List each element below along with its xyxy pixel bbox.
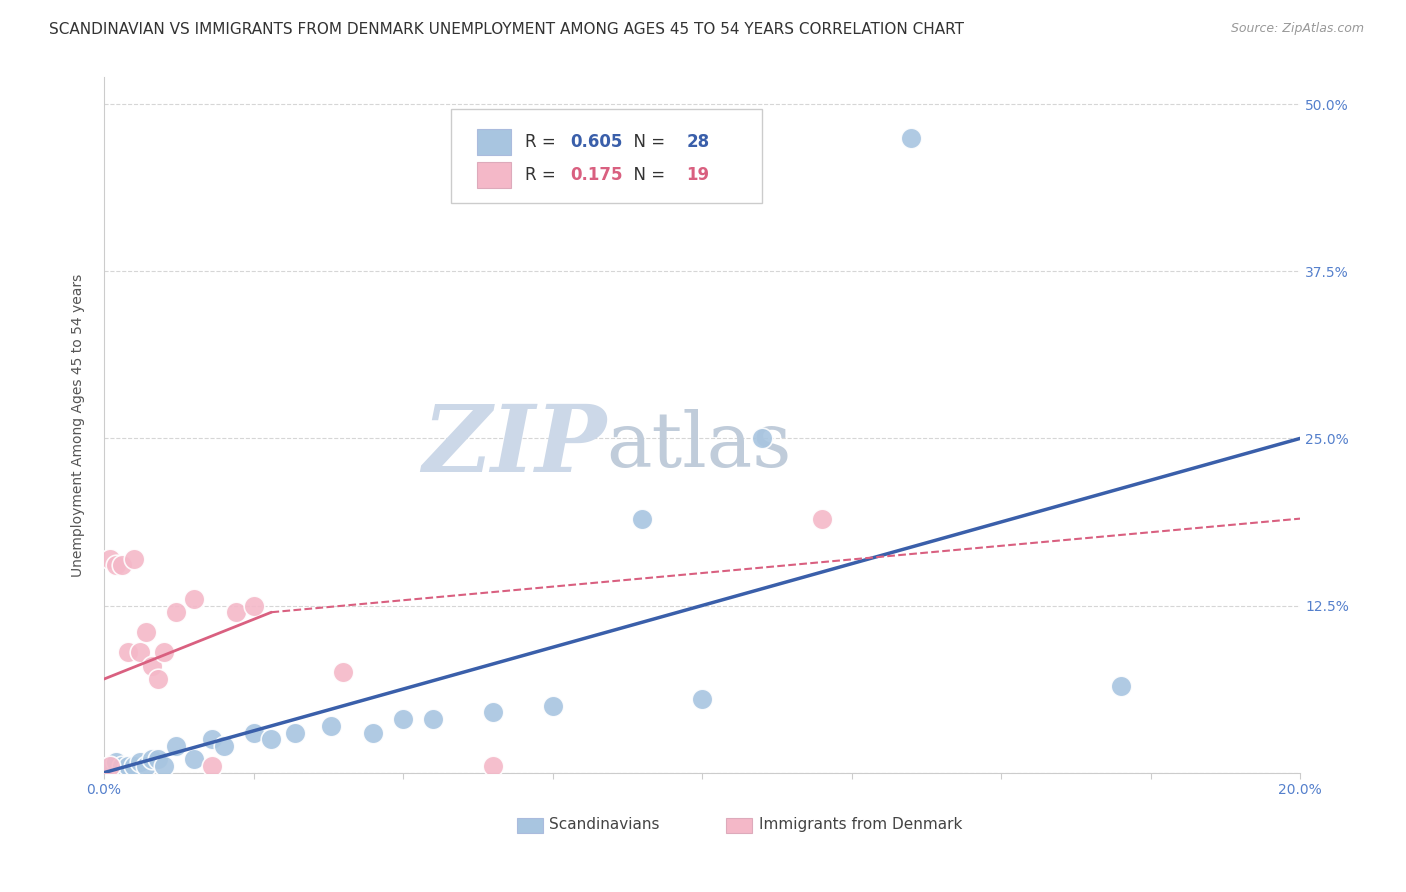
FancyBboxPatch shape <box>516 818 543 833</box>
Point <box>242 725 264 739</box>
Point <box>481 706 503 720</box>
Point <box>98 759 121 773</box>
Point <box>242 599 264 613</box>
Point <box>201 759 224 773</box>
Point <box>152 645 174 659</box>
Point <box>141 658 163 673</box>
Point <box>422 712 444 726</box>
Point <box>135 625 157 640</box>
Text: ZIP: ZIP <box>422 401 606 491</box>
Point <box>392 712 415 726</box>
Point <box>165 739 187 753</box>
Point <box>361 725 384 739</box>
FancyBboxPatch shape <box>725 818 752 833</box>
Point <box>117 645 139 659</box>
Text: N =: N = <box>623 166 671 184</box>
Text: 28: 28 <box>686 133 710 151</box>
Text: 19: 19 <box>686 166 710 184</box>
Point <box>104 558 127 573</box>
Point <box>135 759 157 773</box>
Point <box>321 719 343 733</box>
Point <box>225 605 247 619</box>
Point <box>183 591 205 606</box>
Point <box>122 551 145 566</box>
Point <box>900 130 922 145</box>
Point <box>631 511 654 525</box>
Point <box>111 558 134 573</box>
Point <box>111 759 134 773</box>
Point <box>541 698 564 713</box>
FancyBboxPatch shape <box>477 161 510 188</box>
Point <box>260 732 283 747</box>
Point <box>146 672 169 686</box>
Point <box>117 759 139 773</box>
Point <box>201 732 224 747</box>
Text: R =: R = <box>524 133 561 151</box>
Point <box>98 551 121 566</box>
Text: 0.175: 0.175 <box>571 166 623 184</box>
Text: Immigrants from Denmark: Immigrants from Denmark <box>759 817 963 832</box>
Text: Source: ZipAtlas.com: Source: ZipAtlas.com <box>1230 22 1364 36</box>
Point <box>690 692 713 706</box>
FancyBboxPatch shape <box>477 128 510 155</box>
FancyBboxPatch shape <box>451 109 762 202</box>
Text: Scandinavians: Scandinavians <box>548 817 659 832</box>
Text: atlas: atlas <box>606 409 792 483</box>
Point <box>141 752 163 766</box>
Point <box>98 759 121 773</box>
Point <box>183 752 205 766</box>
Point <box>104 755 127 769</box>
Point <box>332 665 354 680</box>
Point <box>810 511 832 525</box>
Point <box>165 605 187 619</box>
Text: 0.605: 0.605 <box>571 133 623 151</box>
Point <box>128 755 150 769</box>
Y-axis label: Unemployment Among Ages 45 to 54 years: Unemployment Among Ages 45 to 54 years <box>72 274 86 576</box>
Text: SCANDINAVIAN VS IMMIGRANTS FROM DENMARK UNEMPLOYMENT AMONG AGES 45 TO 54 YEARS C: SCANDINAVIAN VS IMMIGRANTS FROM DENMARK … <box>49 22 965 37</box>
Point <box>212 739 235 753</box>
Point <box>751 431 773 445</box>
Point <box>481 759 503 773</box>
Text: N =: N = <box>623 133 671 151</box>
Text: R =: R = <box>524 166 567 184</box>
Point <box>152 759 174 773</box>
Point <box>122 759 145 773</box>
Point <box>1109 679 1132 693</box>
Point <box>284 725 307 739</box>
Point <box>128 645 150 659</box>
Point <box>146 752 169 766</box>
